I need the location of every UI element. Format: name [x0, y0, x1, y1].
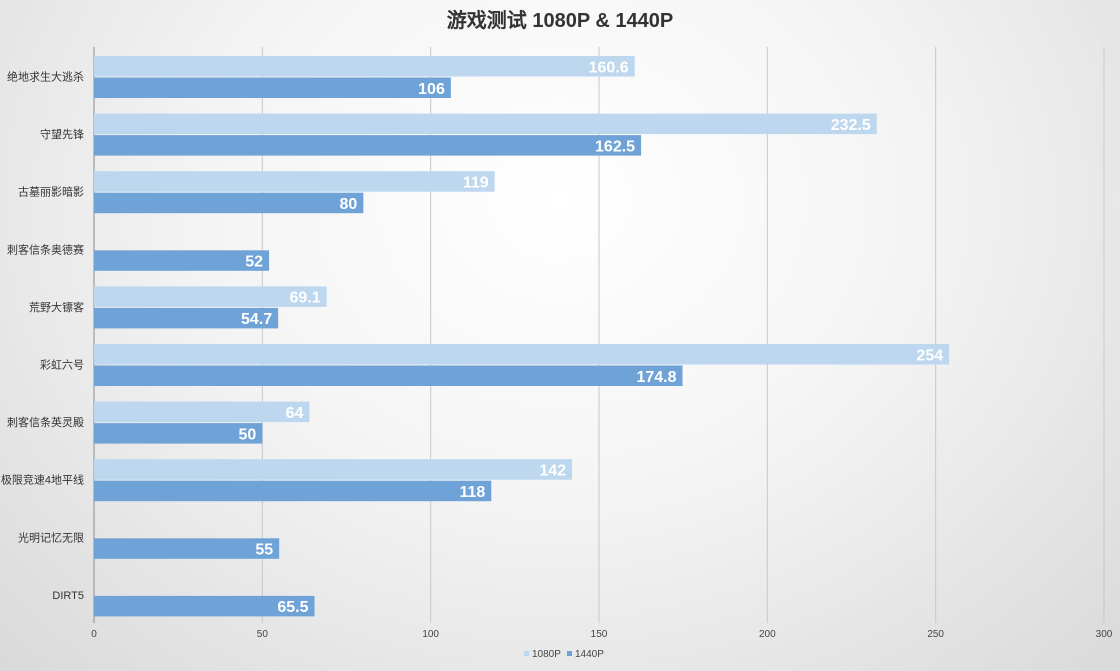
- x-tick-label: 100: [422, 629, 439, 640]
- bar-1440P: [94, 77, 451, 98]
- bar-1440P: [94, 480, 492, 502]
- category-label: 刺客信条奥德赛: [7, 242, 84, 256]
- bar-1080P: [94, 113, 877, 135]
- data-label: 142: [539, 462, 566, 479]
- category-label: 彩虹六号: [40, 359, 84, 372]
- data-label: 80: [340, 196, 358, 213]
- x-tick-label: 0: [91, 629, 97, 640]
- data-label: 254: [916, 347, 943, 364]
- data-label: 55: [255, 542, 273, 559]
- data-label: 106: [418, 81, 445, 98]
- bar-1080P: [94, 171, 495, 192]
- x-tick-label: 50: [257, 629, 269, 640]
- category-label: 刺客信条英灵殿: [7, 415, 84, 429]
- bar-1440P: [94, 307, 279, 329]
- category-label: 古墓丽影暗影: [18, 185, 84, 199]
- category-labels: 绝地求生大逃杀守望先锋古墓丽影暗影刺客信条奥德赛荒野大镖客彩虹六号刺客信条英灵殿…: [1, 70, 84, 602]
- bar-1440P: [94, 135, 642, 156]
- category-label: DIRT5: [52, 590, 84, 602]
- bar-1080P: [94, 344, 950, 365]
- bar-1080P: [94, 401, 310, 423]
- category-label: 光明记忆无限: [18, 530, 84, 544]
- data-label: 118: [459, 484, 485, 501]
- data-label: 174.8: [636, 369, 676, 386]
- data-label: 50: [239, 426, 257, 443]
- legend-label: 1440P: [575, 649, 604, 660]
- bar-1440P: [94, 365, 683, 386]
- data-label: 54.7: [241, 311, 272, 328]
- category-label: 荒野大镖客: [29, 300, 84, 314]
- bar-1440P: [94, 192, 364, 214]
- x-tick-labels: 0 50 100 150 200 250 300: [91, 629, 1113, 640]
- data-label: 52: [245, 254, 263, 271]
- data-labels: 160.6 106 232.5 162.5 119 80 52 69.1 54.7 254 174.…: [239, 59, 944, 616]
- data-label: 119: [463, 174, 489, 191]
- category-label: 守望先锋: [40, 127, 84, 141]
- bars: [94, 56, 950, 617]
- chart-title: 游戏测试 1080P & 1440P: [447, 8, 673, 32]
- x-tick-label: 200: [759, 629, 776, 640]
- x-tick-label: 150: [591, 629, 608, 640]
- data-label: 160.6: [589, 59, 629, 76]
- data-label: 232.5: [831, 117, 871, 134]
- data-label: 65.5: [277, 599, 308, 616]
- legend-label: 1080P: [532, 649, 561, 660]
- legend-swatch: [524, 651, 529, 656]
- data-label: 69.1: [289, 290, 320, 307]
- data-label: 64: [286, 405, 304, 422]
- bar-1440P: [94, 538, 280, 559]
- bar-1440P: [94, 250, 270, 271]
- x-tick-label: 250: [927, 629, 944, 640]
- bar-1440P: [94, 423, 263, 444]
- bar-1440P: [94, 595, 315, 617]
- legend-swatch: [567, 651, 572, 656]
- data-label: 162.5: [595, 138, 635, 155]
- bar-1080P: [94, 56, 635, 77]
- legend: 1080P 1440P: [524, 649, 604, 660]
- category-label: 绝地求生大逃杀: [7, 70, 84, 84]
- bar-1080P: [94, 286, 327, 307]
- bar-1080P: [94, 459, 573, 480]
- x-tick-label: 300: [1096, 629, 1113, 640]
- category-label: 极限竞速4地平线: [1, 473, 84, 487]
